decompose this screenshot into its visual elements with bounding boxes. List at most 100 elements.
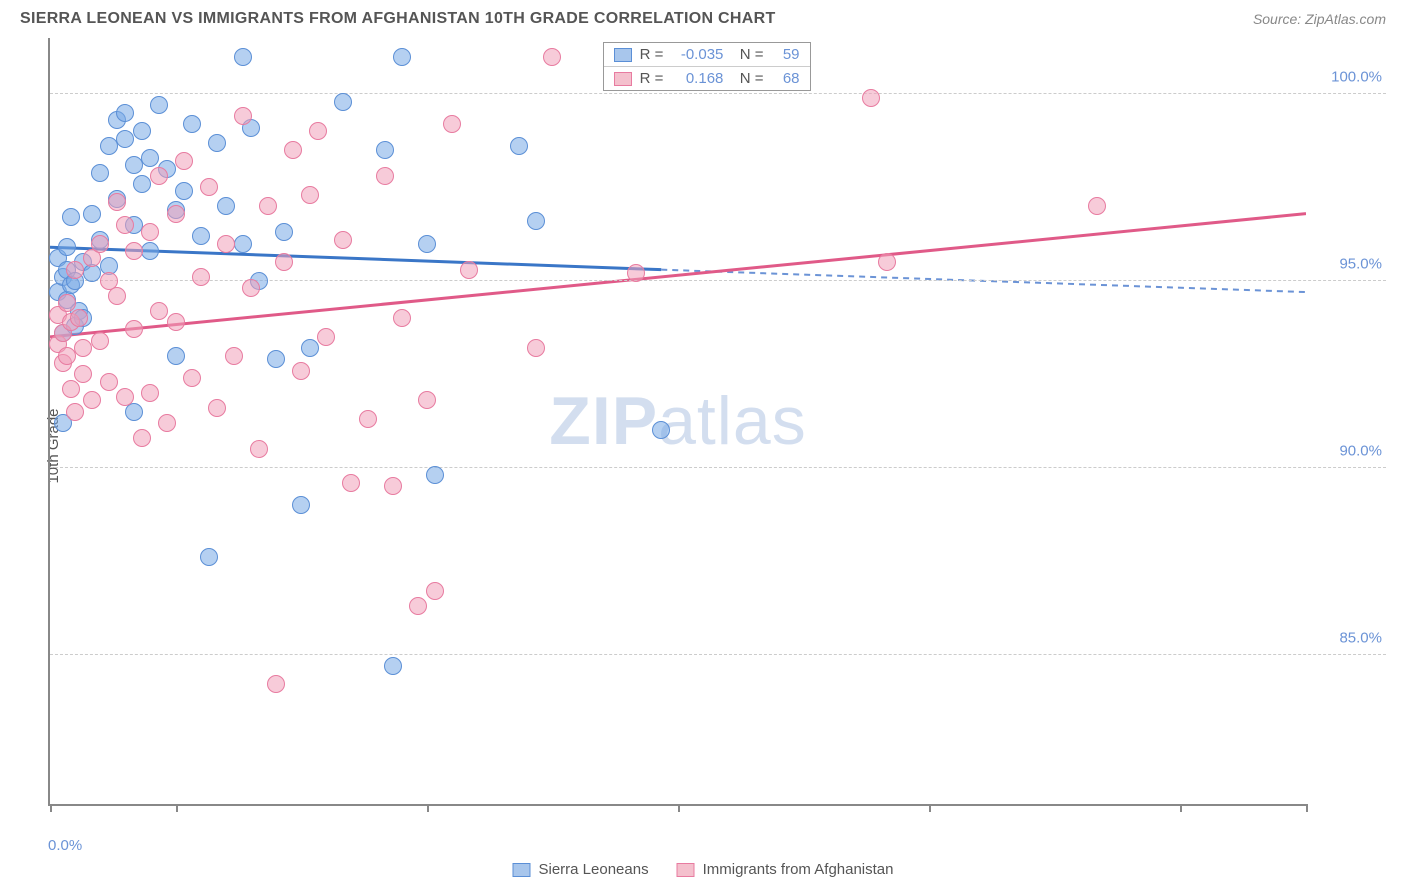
scatter-point: [100, 137, 118, 155]
scatter-point: [116, 216, 134, 234]
scatter-point: [225, 347, 243, 365]
scatter-point: [141, 149, 159, 167]
scatter-point: [543, 48, 561, 66]
scatter-point: [301, 339, 319, 357]
y-tick-label: 100.0%: [1331, 69, 1382, 86]
scatter-point: [250, 440, 268, 458]
scatter-point: [167, 347, 185, 365]
scatter-point: [83, 205, 101, 223]
scatter-point: [527, 339, 545, 357]
legend-stat-row: R =0.168 N =68: [604, 66, 810, 90]
scatter-point: [108, 287, 126, 305]
scatter-point: [74, 365, 92, 383]
scatter-point: [192, 268, 210, 286]
x-tick: [678, 804, 680, 812]
scatter-point: [242, 279, 260, 297]
scatter-point: [62, 380, 80, 398]
scatter-point: [334, 231, 352, 249]
x-tick: [929, 804, 931, 812]
scatter-point: [292, 362, 310, 380]
scatter-point: [409, 597, 427, 615]
scatter-point: [234, 107, 252, 125]
y-tick-label: 95.0%: [1339, 255, 1382, 272]
scatter-point: [91, 164, 109, 182]
scatter-point: [66, 261, 84, 279]
scatter-point: [267, 350, 285, 368]
scatter-point: [116, 130, 134, 148]
scatter-point: [150, 167, 168, 185]
legend-stat-row: R =-0.035 N =59: [604, 43, 810, 66]
source-label: Source: ZipAtlas.com: [1253, 11, 1386, 27]
scatter-point: [217, 235, 235, 253]
scatter-point: [116, 104, 134, 122]
scatter-point: [292, 496, 310, 514]
gridline-h: [50, 467, 1386, 468]
scatter-point: [301, 186, 319, 204]
scatter-point: [234, 235, 252, 253]
scatter-point: [141, 223, 159, 241]
scatter-point: [175, 182, 193, 200]
scatter-point: [234, 48, 252, 66]
scatter-point: [359, 410, 377, 428]
legend-item: Sierra Leoneans: [513, 861, 649, 878]
scatter-point: [141, 242, 159, 260]
scatter-point: [384, 477, 402, 495]
scatter-point: [108, 193, 126, 211]
plot-region: ZIPatlas R =-0.035 N =59R =0.168 N =68 8…: [48, 38, 1306, 806]
scatter-point: [125, 242, 143, 260]
y-tick-label: 90.0%: [1339, 442, 1382, 459]
scatter-point: [384, 657, 402, 675]
y-tick-label: 85.0%: [1339, 629, 1382, 646]
scatter-point: [167, 313, 185, 331]
scatter-point: [133, 175, 151, 193]
scatter-point: [426, 466, 444, 484]
scatter-point: [150, 96, 168, 114]
scatter-point: [217, 197, 235, 215]
scatter-point: [334, 93, 352, 111]
scatter-point: [418, 391, 436, 409]
scatter-point: [200, 548, 218, 566]
x-tick: [176, 804, 178, 812]
scatter-point: [58, 238, 76, 256]
scatter-point: [393, 309, 411, 327]
chart-title: SIERRA LEONEAN VS IMMIGRANTS FROM AFGHAN…: [20, 10, 776, 28]
scatter-point: [510, 137, 528, 155]
scatter-point: [91, 332, 109, 350]
scatter-point: [460, 261, 478, 279]
scatter-point: [58, 347, 76, 365]
scatter-point: [652, 421, 670, 439]
watermark: ZIPatlas: [549, 382, 806, 460]
scatter-point: [175, 152, 193, 170]
scatter-point: [125, 320, 143, 338]
scatter-point: [443, 115, 461, 133]
scatter-point: [208, 134, 226, 152]
x-tick: [1306, 804, 1308, 812]
chart-area: ZIPatlas R =-0.035 N =59R =0.168 N =68 8…: [48, 38, 1386, 830]
scatter-point: [62, 208, 80, 226]
scatter-point: [83, 391, 101, 409]
scatter-point: [418, 235, 436, 253]
scatter-point: [74, 339, 92, 357]
gridline-h: [50, 654, 1386, 655]
scatter-point: [100, 373, 118, 391]
scatter-point: [284, 141, 302, 159]
x-tick: [1180, 804, 1182, 812]
scatter-point: [376, 141, 394, 159]
scatter-point: [376, 167, 394, 185]
scatter-point: [70, 309, 88, 327]
scatter-point: [150, 302, 168, 320]
legend-item: Immigrants from Afghanistan: [677, 861, 894, 878]
scatter-point: [627, 264, 645, 282]
x-tick: [50, 804, 52, 812]
x-tick: [427, 804, 429, 812]
legend-stats: R =-0.035 N =59R =0.168 N =68: [603, 42, 811, 91]
scatter-point: [183, 115, 201, 133]
scatter-point: [393, 48, 411, 66]
scatter-point: [1088, 197, 1106, 215]
scatter-point: [58, 294, 76, 312]
scatter-point: [426, 582, 444, 600]
scatter-point: [275, 223, 293, 241]
scatter-point: [133, 122, 151, 140]
x-axis-min-label: 0.0%: [48, 837, 82, 854]
scatter-point: [167, 205, 185, 223]
